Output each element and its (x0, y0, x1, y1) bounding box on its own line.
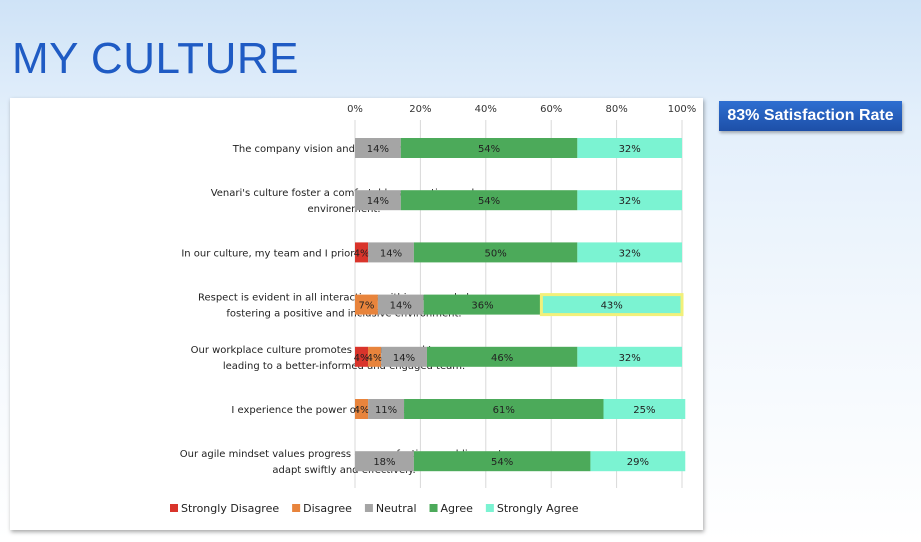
legend-label: Disagree (303, 502, 352, 515)
bar-segment (368, 346, 382, 367)
legend-swatch (429, 504, 438, 512)
data-label: 61% (493, 405, 515, 416)
category-label: Venari's culture foster a comfortable su… (211, 188, 478, 199)
data-label: 14% (367, 144, 389, 155)
category-label: fostering a positive and inclusive envir… (226, 309, 461, 320)
bar-segment (377, 294, 424, 315)
data-label: 54% (478, 196, 500, 207)
legend-swatch (292, 504, 301, 512)
bar-segment (355, 294, 378, 315)
category-label: adapt swiftly and effectively. (272, 465, 415, 476)
page-title: MY CULTURE (12, 34, 299, 83)
data-label: 14% (393, 353, 415, 364)
x-tick-label: 0% (347, 104, 363, 115)
chart-area: 0% 20% 40% 60% 80% 100% The company vision and… (10, 98, 703, 530)
data-label: 54% (491, 457, 513, 468)
bar-segment (355, 138, 401, 158)
bar-segment (577, 190, 682, 211)
data-label: 14% (380, 248, 402, 259)
x-tick-label: 100% (668, 104, 697, 115)
legend-swatch (364, 504, 373, 512)
data-label: 11% (375, 405, 397, 416)
bar-segment (355, 190, 401, 211)
bar-segment (355, 399, 369, 419)
bar-segment (413, 242, 578, 263)
data-label: 29% (627, 457, 649, 468)
data-label: 18% (373, 457, 395, 468)
bar-segment (577, 346, 682, 367)
data-label: 7% (359, 301, 375, 312)
legend-label: Neutral (376, 502, 417, 515)
bar-segment (426, 346, 578, 367)
legend-swatch (485, 504, 494, 512)
bar-segment (577, 138, 682, 158)
bar-segment (368, 242, 414, 263)
data-label: 14% (367, 196, 389, 207)
stacked-bar-chart: 0% 20% 40% 60% 80% 100% The company vision and… (170, 104, 697, 515)
bar-segment (413, 451, 591, 472)
data-label: 4% (354, 353, 370, 364)
bar-segment (603, 399, 686, 419)
category-label: environement. (307, 204, 380, 215)
category-label: Respect is evident in all interactions w… (198, 293, 490, 304)
bar-segment (381, 346, 427, 367)
data-label: 25% (633, 405, 655, 416)
x-tick-label: 80% (605, 104, 627, 115)
bar-segment (368, 399, 405, 419)
bar-segment (539, 293, 684, 317)
bar-segment (355, 346, 369, 367)
bar-segment (404, 399, 604, 419)
x-tick-label: 40% (475, 104, 497, 115)
data-label: 4% (354, 248, 370, 259)
bar-segment (355, 451, 414, 472)
data-label: 4% (354, 405, 370, 416)
x-tick-label: 20% (409, 104, 431, 115)
category-label: Our workplace culture promotes openness … (191, 345, 498, 356)
data-label: 32% (619, 248, 641, 259)
bar-segment (400, 190, 578, 211)
data-label: 14% (390, 301, 412, 312)
data-label: 4% (367, 353, 383, 364)
data-label: 32% (619, 353, 641, 364)
legend-label: Strongly Agree (497, 502, 579, 515)
data-label: 46% (491, 353, 513, 364)
legend-swatch (170, 504, 178, 512)
legend-label: Agree (441, 502, 474, 515)
data-label: 54% (478, 144, 500, 155)
data-label: 32% (619, 196, 641, 207)
bar-segment (423, 294, 542, 315)
x-tick-label: 60% (540, 104, 562, 115)
satisfaction-rate-badge: 83% Satisfaction Rate (719, 101, 902, 131)
category-label: In our culture, my team and I prioritize… (181, 248, 506, 259)
data-label: 50% (484, 248, 506, 259)
bar-segment (355, 242, 369, 263)
data-label: 36% (471, 301, 493, 312)
data-label: 43% (601, 301, 623, 312)
category-label: leading to a better-informed and engaged… (223, 361, 465, 372)
bar-segment (400, 138, 578, 158)
legend-label: Strongly Disagree (181, 502, 279, 515)
bar-segment (577, 242, 682, 263)
bar-segment (590, 451, 686, 472)
data-label: 32% (619, 144, 641, 155)
category-label: I experience the power of collaboration … (231, 405, 456, 416)
category-label: Our agile mindset values progress over p… (180, 449, 509, 460)
category-label: The company vision and mision inspires m… (232, 144, 455, 155)
